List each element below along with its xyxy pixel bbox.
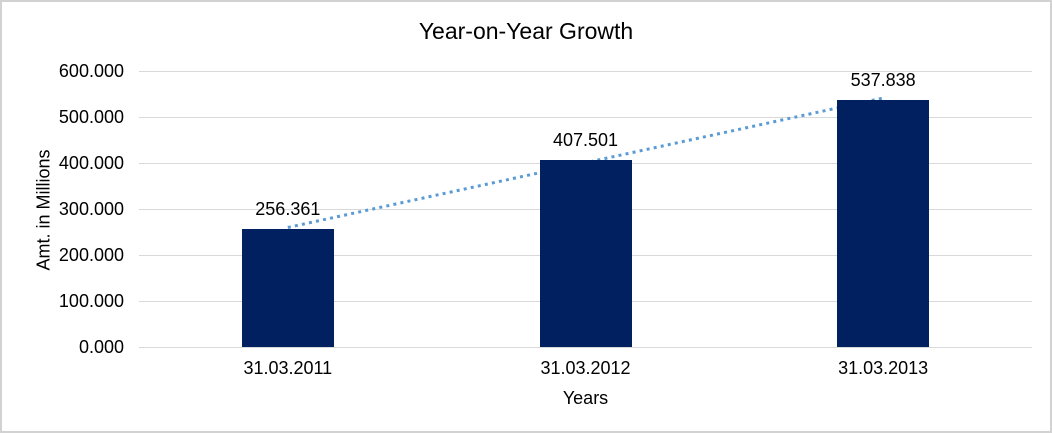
y-tick-label: 300.000 (58, 199, 124, 219)
x-tick-label: 31.03.2012 (540, 358, 631, 378)
y-tick-label: 500.000 (58, 107, 124, 127)
gridline (139, 347, 1032, 348)
bar (837, 99, 930, 347)
x-axis-title: Years (562, 388, 609, 408)
bar (539, 159, 632, 347)
gridline (139, 71, 1032, 72)
chart-title: Year-on-Year Growth (418, 18, 634, 44)
x-tick-label: 31.03.2011 (243, 358, 333, 378)
y-tick-label: 600.000 (58, 61, 124, 81)
bar-value-label: 256.361 (255, 199, 321, 220)
y-tick-label: 200.000 (58, 245, 124, 265)
gridline (139, 117, 1032, 118)
y-tick-label: 400.000 (58, 153, 124, 173)
x-tick-label: 31.03.2013 (838, 358, 929, 378)
y-tick-label: 0.000 (78, 337, 124, 357)
bar-value-label: 407.501 (552, 129, 619, 150)
y-tick-label: 100.000 (58, 291, 124, 311)
bar-value-label: 537.838 (850, 69, 916, 90)
bar (241, 229, 334, 347)
